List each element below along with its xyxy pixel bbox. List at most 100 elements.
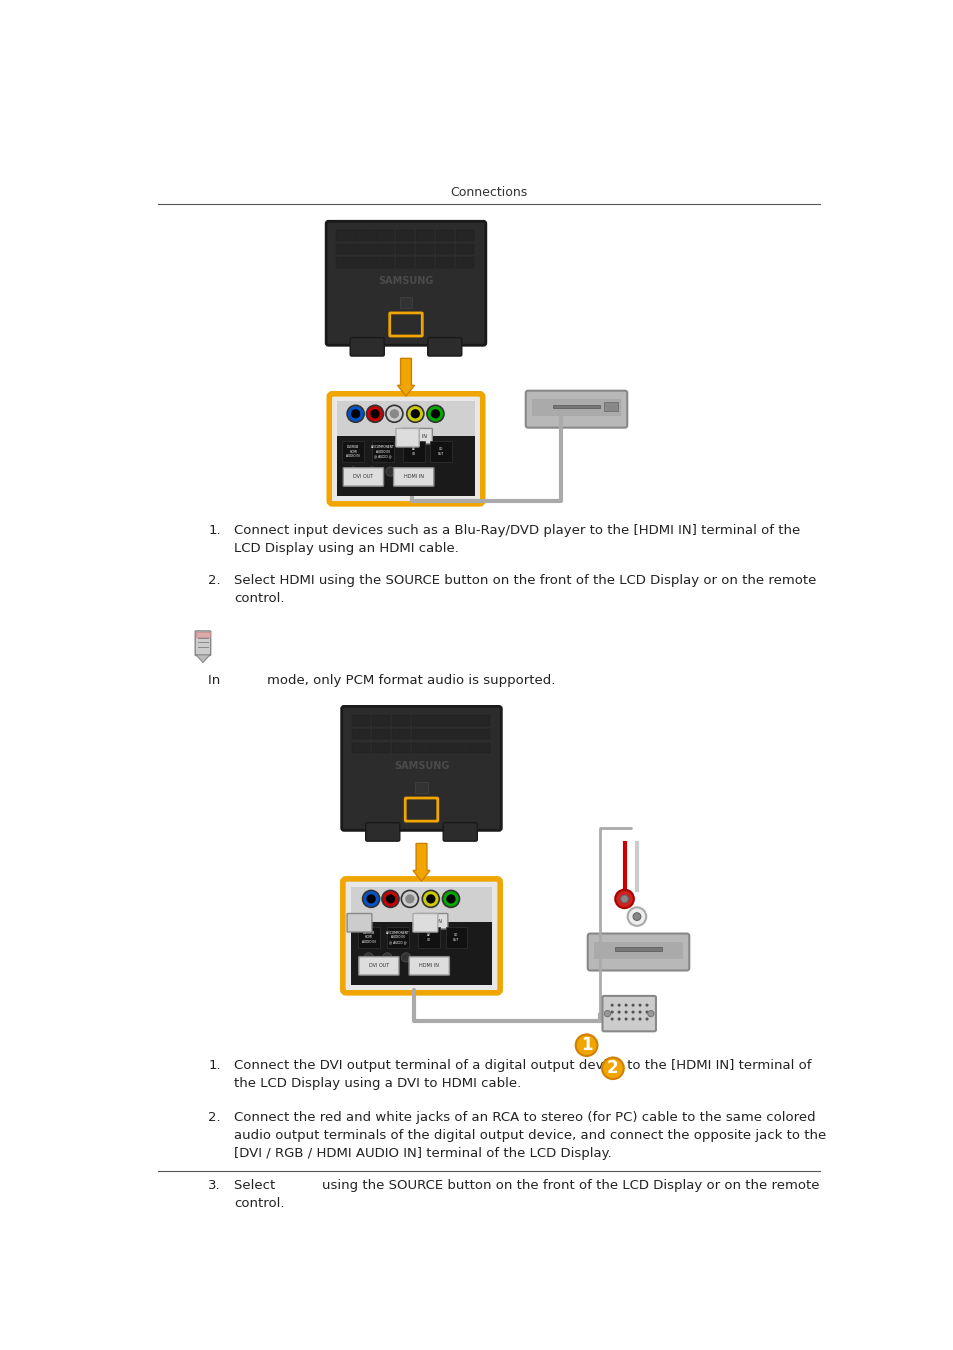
Circle shape <box>610 1011 613 1014</box>
Bar <box>532 400 620 416</box>
Circle shape <box>624 1011 627 1014</box>
Bar <box>391 729 410 740</box>
Bar <box>336 436 475 497</box>
Bar <box>375 230 395 240</box>
Circle shape <box>617 1011 620 1014</box>
Circle shape <box>422 891 439 907</box>
Circle shape <box>431 409 439 418</box>
Bar <box>436 243 454 254</box>
Bar <box>416 243 434 254</box>
Text: 2: 2 <box>606 1060 618 1077</box>
Bar <box>355 258 375 269</box>
Circle shape <box>385 467 395 477</box>
Text: DVI OUT: DVI OUT <box>369 964 389 968</box>
Text: 3.: 3. <box>208 1179 221 1192</box>
Text: SAMSUNG: SAMSUNG <box>394 761 449 771</box>
FancyArrow shape <box>397 358 415 396</box>
Bar <box>456 243 474 254</box>
Bar <box>355 243 375 254</box>
Bar <box>395 258 414 269</box>
Bar <box>372 716 390 726</box>
Text: HDMI IN: HDMI IN <box>422 919 442 923</box>
Circle shape <box>617 1018 620 1021</box>
Text: Connect the red and white jacks of an RCA to stereo (for PC) cable to the same c: Connect the red and white jacks of an RC… <box>233 1111 825 1161</box>
Circle shape <box>351 409 360 418</box>
Circle shape <box>381 891 398 907</box>
Circle shape <box>645 1011 648 1014</box>
Text: HDMI IN: HDMI IN <box>403 474 423 479</box>
Circle shape <box>638 1011 641 1014</box>
Bar <box>411 729 430 740</box>
FancyBboxPatch shape <box>341 706 500 830</box>
Text: Connect the DVI output terminal of a digital output device to the [HDMI IN] term: Connect the DVI output terminal of a dig… <box>233 1058 811 1089</box>
Circle shape <box>604 1011 610 1017</box>
FancyBboxPatch shape <box>413 914 437 931</box>
Bar <box>395 230 414 240</box>
Circle shape <box>638 1003 641 1007</box>
Text: 2.: 2. <box>208 574 221 587</box>
Circle shape <box>615 890 633 909</box>
Bar <box>436 258 454 269</box>
Text: UD
OUT: UD OUT <box>453 933 459 942</box>
FancyBboxPatch shape <box>342 879 499 992</box>
Text: AV
VD: AV VD <box>427 933 431 942</box>
Circle shape <box>390 409 398 418</box>
Bar <box>336 401 475 436</box>
Text: 1.: 1. <box>208 524 221 537</box>
Bar <box>416 230 434 240</box>
Bar <box>195 632 210 637</box>
Text: Connect input devices such as a Blu-Ray/DVD player to the [HDMI IN] terminal of : Connect input devices such as a Blu-Ray/… <box>233 524 800 555</box>
FancyBboxPatch shape <box>347 914 372 931</box>
Bar <box>415 782 427 792</box>
Circle shape <box>367 467 376 477</box>
Circle shape <box>620 895 628 903</box>
Bar <box>471 729 489 740</box>
Bar <box>352 716 370 726</box>
Text: DVI/RGB
HDMI
AUDIO IN: DVI/RGB HDMI AUDIO IN <box>361 930 375 944</box>
Bar <box>352 729 370 740</box>
Circle shape <box>382 953 392 963</box>
Text: DVI/RGB
HDMI
AUDIO IN: DVI/RGB HDMI AUDIO IN <box>346 446 359 458</box>
Bar <box>372 743 390 753</box>
FancyBboxPatch shape <box>365 822 399 841</box>
Text: AV/COMPONENT
AUDIO IN
@ AUDIO @: AV/COMPONENT AUDIO IN @ AUDIO @ <box>371 446 395 458</box>
Circle shape <box>645 1018 648 1021</box>
FancyBboxPatch shape <box>329 394 482 504</box>
Circle shape <box>362 891 379 907</box>
Bar <box>411 716 430 726</box>
Circle shape <box>645 1003 648 1007</box>
Circle shape <box>617 1003 620 1007</box>
Bar <box>372 729 390 740</box>
FancyBboxPatch shape <box>525 390 627 428</box>
Circle shape <box>385 405 402 423</box>
Bar <box>451 716 469 726</box>
Bar <box>603 402 617 412</box>
Text: In           mode, only PCM format audio is supported.: In mode, only PCM format audio is suppor… <box>208 674 556 687</box>
Bar <box>471 743 489 753</box>
Bar <box>375 243 395 254</box>
FancyBboxPatch shape <box>587 934 688 971</box>
Bar <box>350 887 492 922</box>
Circle shape <box>446 894 456 903</box>
Bar <box>335 230 355 240</box>
Text: HDMI IN: HDMI IN <box>406 433 426 439</box>
Circle shape <box>366 894 375 903</box>
FancyBboxPatch shape <box>416 914 447 929</box>
Circle shape <box>633 913 640 921</box>
Circle shape <box>610 1018 613 1021</box>
Circle shape <box>627 907 645 926</box>
FancyBboxPatch shape <box>326 221 485 346</box>
FancyBboxPatch shape <box>602 996 656 1031</box>
Circle shape <box>426 894 435 903</box>
Bar <box>352 743 370 753</box>
Bar <box>456 230 474 240</box>
FancyBboxPatch shape <box>427 338 461 356</box>
Circle shape <box>366 405 383 423</box>
Circle shape <box>364 953 373 963</box>
Circle shape <box>631 1003 634 1007</box>
Text: UD
OUT: UD OUT <box>437 447 443 456</box>
Circle shape <box>401 891 418 907</box>
Bar <box>431 716 450 726</box>
Circle shape <box>610 1003 613 1007</box>
Text: 1: 1 <box>580 1037 592 1054</box>
